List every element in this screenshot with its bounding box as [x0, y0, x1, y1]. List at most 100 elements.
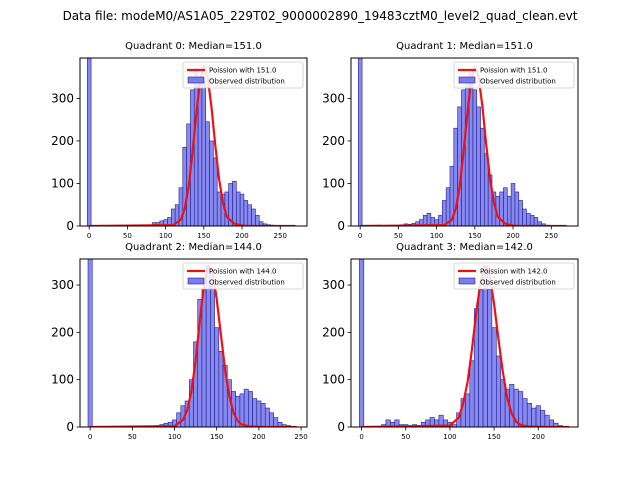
histogram-bar: [495, 355, 502, 427]
y-tick-label: 0: [337, 219, 345, 233]
x-tick-label: 100: [168, 433, 181, 441]
histogram-bar: [359, 259, 365, 427]
histogram-bar: [247, 204, 252, 226]
histogram-bar: [442, 200, 447, 226]
histogram-bar: [264, 407, 270, 427]
x-tick-label: 200: [506, 232, 519, 240]
histogram-bar: [510, 183, 516, 226]
histogram-bar: [506, 195, 512, 226]
histogram-bar: [201, 289, 207, 427]
poisson-line: [361, 265, 570, 427]
y-tick-label: 300: [51, 91, 74, 105]
x-tick-label: 50: [123, 232, 132, 240]
legend-bar-label: Observed distribution: [209, 279, 285, 287]
axes-frame: [79, 258, 308, 428]
x-tick-label: 0: [88, 433, 92, 441]
axes-frame: [350, 57, 579, 227]
histogram-bar: [478, 289, 484, 427]
x-tick-label: 150: [468, 232, 481, 240]
y-tick-label: 0: [66, 420, 74, 434]
histogram-bar: [209, 140, 214, 226]
axes-frame: [350, 258, 579, 428]
histogram-bar: [480, 127, 485, 226]
legend-frame: [182, 61, 304, 89]
x-tick-label: 150: [210, 433, 223, 441]
legend-bar-swatch: [187, 76, 205, 84]
histogram-bar: [522, 398, 528, 427]
histogram-bar: [535, 405, 541, 427]
histogram-bar: [243, 200, 249, 226]
histogram-bar: [491, 327, 497, 427]
histogram-bar: [518, 200, 523, 226]
x-tick-label: 200: [252, 433, 265, 441]
histogram-bar: [239, 193, 245, 226]
legend: Poission with 144.0 Observed distribution: [182, 262, 304, 290]
x-tick-label: 50: [128, 433, 137, 441]
x-tick-label: 250: [545, 232, 558, 240]
histogram-bar: [518, 391, 524, 427]
legend-bar-swatch: [458, 76, 476, 84]
histogram-bar: [503, 187, 508, 226]
histogram-bar: [529, 215, 535, 226]
legend-bar-label: Observed distribution: [480, 78, 556, 86]
y-tick-label: 100: [51, 176, 74, 190]
legend-bar-label: Observed distribution: [480, 279, 556, 287]
legend-frame: [453, 262, 575, 290]
y-tick-label: 300: [322, 278, 345, 292]
x-tick-label: 100: [159, 232, 172, 240]
plot-area: [87, 259, 297, 427]
quadrant-0-panel: Quadrant 0: Median=151.0 0 50 100 150 200 250 0…: [51, 41, 308, 240]
y-tick-label: 0: [66, 219, 74, 233]
quadrant-1-panel: Quadrant 1: Median=151.0 0 50 100 150 200 250 0…: [322, 41, 579, 240]
x-tick-label: 0: [87, 232, 91, 240]
legend-frame: [453, 61, 575, 89]
y-tick-label: 200: [322, 134, 345, 148]
y-tick-label: 300: [51, 278, 74, 292]
legend-line-label: Poission with 151.0: [480, 67, 548, 75]
panel-title: Quadrant 2: Median=144.0: [125, 242, 262, 253]
plot-area: [357, 58, 567, 226]
x-tick-label: 50: [394, 232, 403, 240]
y-tick-label: 200: [322, 325, 345, 339]
panel-title: Quadrant 0: Median=151.0: [125, 41, 262, 52]
legend-frame: [182, 262, 304, 290]
histogram-bar: [214, 327, 220, 427]
x-tick-label: 0: [358, 232, 362, 240]
x-tick-label: 100: [430, 232, 443, 240]
histogram-bar: [256, 400, 262, 427]
y-tick-label: 0: [337, 420, 345, 434]
x-tick-label: 200: [532, 433, 545, 441]
legend: Poission with 151.0 Observed distribution: [182, 61, 304, 89]
y-tick-label: 300: [322, 91, 345, 105]
quadrant-3-panel: Quadrant 3: Median=142.0 0 50 100 150 200 0 100…: [322, 242, 579, 441]
x-tick-label: 50: [401, 433, 410, 441]
histogram-bar: [243, 388, 249, 427]
plot-area: [86, 58, 296, 226]
histogram-bar: [86, 58, 92, 226]
histogram-bar: [465, 393, 471, 427]
histogram-bar: [260, 403, 266, 427]
x-tick-label: 250: [294, 433, 307, 441]
histogram-bar: [357, 58, 363, 226]
panel-title: Quadrant 3: Median=142.0: [396, 242, 533, 253]
histogram-bar: [269, 412, 274, 427]
legend-bar-label: Observed distribution: [209, 78, 285, 86]
histogram-bar: [426, 212, 432, 226]
histogram-bar: [514, 191, 520, 226]
legend-line-label: Poission with 144.0: [209, 268, 277, 276]
legend-line-label: Poission with 142.0: [480, 268, 548, 276]
x-tick-label: 200: [235, 232, 248, 240]
histogram-bar: [273, 417, 279, 427]
histogram-bar: [210, 284, 215, 427]
y-tick-label: 100: [322, 373, 345, 387]
histogram-bar: [544, 414, 550, 427]
histogram-bar: [522, 208, 527, 226]
x-tick-label: 150: [487, 433, 500, 441]
x-tick-label: 150: [197, 232, 210, 240]
histogram-bar: [232, 181, 237, 226]
quadrant-2-panel: Quadrant 2: Median=144.0 0 50 100 150 200 250 0…: [51, 242, 308, 441]
histogram-bar: [201, 81, 207, 226]
histogram-bar: [236, 191, 241, 226]
histogram-bar: [205, 265, 211, 427]
x-tick-label: 250: [274, 232, 287, 240]
